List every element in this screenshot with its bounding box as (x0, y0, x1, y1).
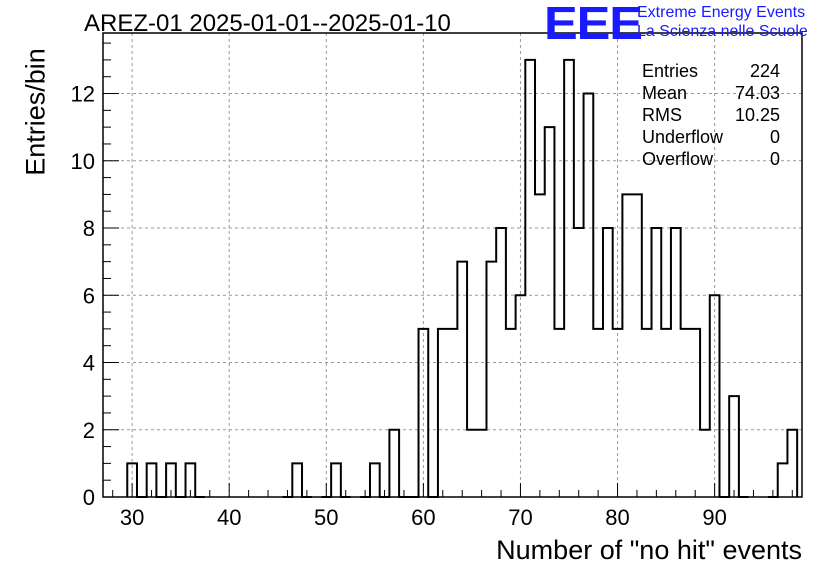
stat-overflow: Overflow 0 (642, 148, 780, 170)
histogram-bin (787, 430, 797, 497)
histogram-bin (700, 430, 710, 497)
histogram-bin (457, 262, 467, 497)
histogram-bin (389, 430, 399, 497)
histogram-bin (419, 329, 429, 497)
chart-title: AREZ-01 2025-01-01--2025-01-10 (84, 10, 451, 37)
histogram-bin (778, 463, 788, 497)
y-axis-label: Entries/bin (20, 48, 51, 176)
histogram-bin (448, 329, 458, 497)
histogram-bin (545, 127, 555, 497)
x-tick-label: 60 (411, 505, 435, 530)
stat-value: 0 (769, 149, 780, 169)
stat-rms: RMS 10.25 (642, 104, 780, 126)
histogram-bin (438, 329, 448, 497)
y-tick-label: 10 (71, 149, 95, 174)
histogram-bin (652, 228, 662, 497)
histogram-bin (613, 329, 623, 497)
histogram-bin (574, 228, 584, 497)
y-tick-label: 12 (71, 82, 95, 107)
stats-box: Entries 224 Mean 74.03 RMS 10.25 Underfl… (642, 60, 780, 170)
stat-label: RMS (642, 105, 682, 125)
histogram-bin (516, 295, 526, 497)
x-tick-label: 90 (702, 505, 726, 530)
histogram-bin (642, 329, 652, 497)
x-axis-label: Number of "no hit" events (496, 535, 802, 565)
x-tick-label: 80 (605, 505, 629, 530)
histogram-bin (486, 262, 496, 497)
stat-label: Overflow (642, 149, 714, 169)
stat-mean: Mean 74.03 (642, 82, 780, 104)
logo-caption: Extreme Energy Events La Scienza nelle S… (637, 3, 808, 41)
histogram-bin (710, 295, 720, 497)
histogram-bin (603, 228, 613, 497)
histogram-bin (690, 329, 700, 497)
histogram-bin (467, 430, 477, 497)
histogram-bin (292, 463, 302, 497)
histogram-bin (554, 329, 564, 497)
histogram-bin (525, 60, 535, 497)
histogram-bin (370, 463, 380, 497)
histogram-bin (632, 194, 642, 497)
stat-label: Underflow (642, 127, 724, 147)
plot-frame (102, 32, 803, 498)
logo-line-1: Extreme Energy Events (637, 4, 806, 21)
histogram-bin (564, 60, 574, 497)
histogram-bin (506, 329, 516, 497)
stat-value: 10.25 (734, 105, 780, 125)
histogram-bin (584, 94, 594, 497)
histogram-bin (661, 329, 671, 497)
stat-value: 224 (749, 61, 780, 81)
y-tick-label: 6 (83, 283, 95, 308)
histogram-bin (681, 329, 691, 497)
stat-label: Mean (642, 83, 688, 103)
y-tick-label: 4 (83, 351, 95, 376)
histogram-bin (593, 329, 603, 497)
histogram-bin (671, 228, 681, 497)
histogram-bin (477, 430, 487, 497)
histogram-bin (331, 463, 341, 497)
stat-value: 74.03 (734, 83, 780, 103)
y-tick-label: 2 (83, 418, 95, 443)
y-tick-label: 0 (83, 485, 95, 510)
histogram-bin (496, 228, 506, 497)
stat-value: 0 (769, 127, 780, 147)
histogram-bin (622, 194, 632, 497)
eee-logo: EEE (544, 0, 643, 49)
x-tick-label: 50 (314, 505, 338, 530)
histogram-bin (535, 194, 545, 497)
x-tick-label: 30 (120, 505, 144, 530)
y-tick-label: 8 (83, 216, 95, 241)
x-tick-label: 70 (508, 505, 532, 530)
stat-label: Entries (642, 61, 699, 81)
stat-underflow: Underflow 0 (642, 126, 780, 148)
x-tick-label: 40 (217, 505, 241, 530)
stat-entries: Entries 224 (642, 60, 780, 82)
logo-line-2: La Scienza nelle Scuole (637, 23, 808, 40)
histogram-bin (729, 396, 739, 497)
